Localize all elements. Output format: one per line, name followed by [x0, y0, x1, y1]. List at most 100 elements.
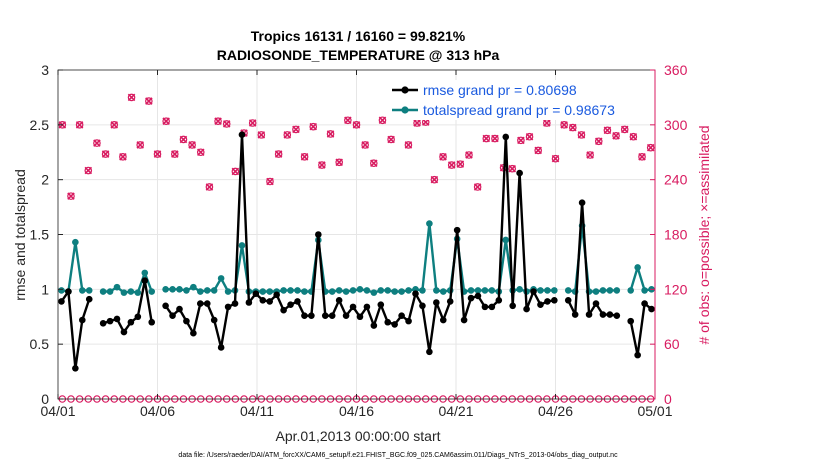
totalspread-point: [613, 287, 621, 294]
y-left-tick-label: 3: [41, 62, 49, 78]
obs-possible-marker: [257, 131, 266, 139]
obs-possible-marker: [171, 150, 179, 158]
rmse-point: [474, 292, 482, 300]
obs-possible-marker: [196, 148, 205, 157]
y-left-tick-label: 1.5: [30, 227, 50, 243]
obs-assimilated-marker: [352, 121, 361, 129]
legend-spread-label: totalspread grand pr = 0.98673: [423, 102, 615, 118]
obs-possible-marker: [534, 146, 542, 155]
obs-assimilated-marker: [620, 125, 629, 134]
totalspread-point: [183, 287, 190, 294]
obs-possible-marker: [110, 121, 119, 129]
rmse-point: [321, 312, 329, 319]
legend-rmse-marker: [401, 86, 409, 94]
obs-assimilated-marker: [491, 134, 499, 143]
rmse-point: [72, 364, 79, 372]
totalspread-point: [405, 287, 412, 294]
y-axis-right-label: # of obs: o=possible; ×=assimilated: [696, 125, 712, 344]
obs-possible-marker: [248, 119, 257, 127]
rmse-point: [127, 318, 135, 326]
obs-possible-marker: [318, 161, 326, 169]
obs-possible-marker: [179, 135, 188, 144]
obs-assimilated-marker: [517, 136, 525, 145]
rmse-point: [183, 317, 190, 325]
totalspread-point: [127, 288, 135, 295]
obs-possible-marker: [292, 125, 300, 134]
y-right-tick-label: 360: [664, 62, 688, 78]
totalspread-point: [488, 287, 496, 294]
rmse-point: [516, 169, 523, 177]
rmse-point: [78, 316, 86, 324]
obs-possible-marker: [569, 123, 577, 132]
obs-possible-marker: [473, 183, 482, 191]
totalspread-point: [294, 287, 301, 294]
rmse-point: [634, 351, 641, 359]
obs-possible-marker: [335, 158, 343, 167]
obs-assimilated-marker: [577, 131, 586, 139]
obs-assimilated-marker: [127, 93, 136, 102]
obs-possible-marker: [283, 131, 292, 139]
totalspread-point: [398, 288, 405, 295]
obs-possible-marker: [188, 141, 196, 149]
totalspread-point: [481, 287, 489, 294]
totalspread-point: [99, 288, 107, 295]
totalspread-point: [363, 287, 371, 294]
obs-assimilated-marker: [101, 150, 110, 158]
totalspread-point: [627, 287, 635, 294]
x-tick-label: 04/21: [438, 403, 473, 419]
totalspread-point: [72, 238, 79, 246]
obs-possible-marker: [620, 125, 629, 134]
rmse-point: [328, 312, 336, 319]
totalspread-point: [203, 287, 211, 294]
y-left-tick-label: 0: [41, 391, 49, 407]
obs-assimilated-marker: [646, 143, 655, 152]
obs-assimilated-marker: [75, 121, 84, 129]
y-right-tick-label: 180: [664, 227, 688, 243]
x-axis-label: Apr.01,2013 00:00:00 start: [275, 428, 440, 444]
obs-possible-marker: [387, 135, 395, 144]
obs-possible-marker: [309, 122, 318, 131]
rmse-point: [190, 329, 197, 337]
totalspread-point: [606, 287, 614, 294]
obs-possible-marker: [603, 126, 612, 135]
y-axis-left-label: rmse and totalspread: [12, 169, 28, 301]
rmse-point: [308, 312, 315, 319]
obs-possible-marker: [629, 132, 638, 141]
rmse-point: [467, 294, 475, 302]
rmse-point: [176, 305, 183, 313]
obs-assimilated-marker: [629, 132, 638, 141]
totalspread-point: [266, 288, 274, 295]
totalspread-point: [162, 286, 169, 293]
obs-possible-marker: [586, 151, 594, 159]
rmse-point: [287, 301, 294, 308]
totalspread-point: [544, 287, 551, 294]
obs-possible-marker: [75, 121, 84, 129]
obs-assimilated-marker: [257, 131, 266, 139]
rmse-point: [245, 299, 253, 306]
rmse-point: [648, 305, 655, 313]
rmse-point: [453, 226, 461, 234]
obs-possible-marker: [491, 134, 499, 143]
y-left-tick-label: 1: [41, 281, 49, 297]
totalspread-point: [384, 287, 392, 294]
obs-possible-marker: [577, 131, 586, 139]
totalspread-point: [502, 236, 510, 244]
totalspread-point: [433, 287, 440, 294]
y-right-tick-label: 0: [664, 391, 672, 407]
obs-assimilated-marker: [162, 117, 170, 125]
totalspread-point: [78, 287, 86, 294]
obs-assimilated-marker: [473, 183, 482, 191]
totalspread-point: [474, 287, 482, 294]
totalspread-point: [641, 287, 648, 294]
obs-assimilated-marker: [439, 153, 447, 161]
obs-possible-marker: [370, 159, 378, 168]
obs-possible-marker: [465, 151, 473, 159]
y-right-tick-label: 60: [664, 336, 680, 352]
obs-possible-marker: [145, 97, 153, 105]
rmse-point: [426, 348, 433, 356]
rmse-point: [113, 315, 121, 323]
obs-possible-marker: [594, 137, 603, 146]
totalspread-point: [634, 264, 641, 271]
y-right-tick-label: 240: [664, 172, 688, 188]
obs-possible-marker: [404, 141, 413, 149]
